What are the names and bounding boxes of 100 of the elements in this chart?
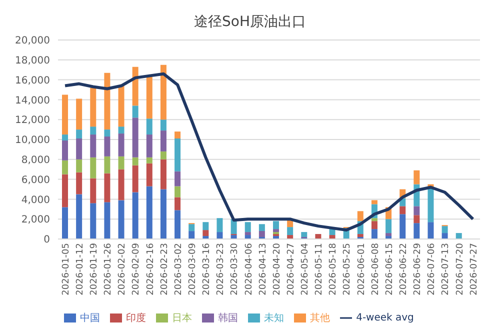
bar (174, 132, 181, 139)
bar (76, 138, 82, 160)
x-tick-label: 2026-06-08 (370, 242, 381, 296)
x-tick-label: 2026-03-30 (230, 242, 240, 296)
bar (160, 120, 166, 131)
legend-label: 未知 (264, 313, 284, 324)
y-tick-label: 8,000 (21, 154, 50, 166)
x-tick-label: 2026-07-27 (469, 243, 480, 296)
bar (357, 211, 364, 222)
bar (400, 206, 406, 214)
bar (287, 227, 294, 236)
x-tick-label: 2026-06-29 (413, 242, 424, 296)
x-tick-label: 2026-02-16 (146, 242, 156, 296)
y-tick-label: 20,000 (15, 36, 50, 47)
x-tick-label: 2026-05-18 (328, 242, 339, 296)
x-tick-label: 2026-01-05 (61, 243, 72, 296)
bar (104, 202, 110, 239)
y-tick-label: 6,000 (21, 174, 50, 186)
bar (216, 232, 223, 239)
bar (273, 229, 279, 232)
bar (118, 200, 124, 239)
bar (258, 231, 265, 238)
bar (244, 232, 251, 236)
bar (216, 218, 223, 232)
bar (104, 156, 110, 174)
legend-label: 其他 (310, 313, 330, 324)
bar (76, 130, 82, 139)
bar (174, 138, 181, 172)
bar (160, 151, 166, 160)
bar (146, 163, 152, 186)
bar (174, 171, 181, 186)
x-tick-label: 2026-01-19 (90, 242, 100, 296)
bar (202, 230, 209, 236)
bar (76, 159, 82, 172)
bar (90, 203, 96, 239)
bar (146, 76, 152, 119)
x-tick-label: 2026-02-02 (118, 243, 128, 296)
bar (146, 157, 152, 164)
y-tick-label: 10,000 (15, 135, 50, 146)
y-tick-label: 18,000 (15, 55, 50, 66)
bar (90, 126, 96, 135)
bar (146, 186, 152, 239)
bar (62, 140, 68, 160)
bar (414, 206, 420, 216)
y-tick-label: 16,000 (15, 75, 50, 86)
bar (132, 66, 138, 106)
bar (132, 106, 138, 118)
y-tick-label: 2,000 (21, 214, 50, 226)
bar (273, 221, 279, 230)
bar (442, 233, 448, 239)
chart-title: 途径SoH原油出口 (193, 13, 307, 32)
x-tick-label: 2026-04-27 (286, 243, 296, 296)
legend-label: 中国 (80, 313, 100, 324)
x-tick-label: 2026-05-11 (314, 243, 325, 296)
y-tick-label: 4,000 (21, 194, 50, 206)
bar (371, 200, 378, 204)
bar (132, 157, 138, 166)
bar (258, 224, 265, 232)
x-tick-label: 2026-02-23 (160, 243, 170, 296)
bar (104, 136, 110, 156)
bar (414, 170, 420, 184)
x-tick-label: 2026-02-09 (132, 242, 142, 296)
bar (244, 222, 251, 232)
x-tick-label: 2026-03-16 (202, 242, 212, 296)
legend-label: 日本 (172, 313, 192, 324)
x-tick-label: 2026-06-15 (384, 243, 395, 296)
bar (400, 214, 406, 239)
bar (202, 222, 209, 230)
bar (414, 215, 420, 224)
bar (132, 192, 138, 239)
bar (118, 126, 124, 134)
bar (442, 226, 448, 234)
x-tick-label: 2026-03-09 (188, 242, 198, 296)
bar (62, 160, 68, 174)
x-tick-label: 2026-05-04 (300, 242, 311, 296)
bar (301, 232, 308, 238)
bar (76, 98, 82, 130)
bar (371, 218, 378, 222)
line-series (64, 72, 474, 232)
bar (371, 221, 378, 230)
bar (90, 178, 96, 204)
x-tick-label: 2026-04-20 (272, 242, 282, 296)
x-tick-label: 2026-06-01 (356, 243, 367, 296)
bar (188, 231, 195, 239)
x-tick-label: 2026-03-02 (174, 243, 184, 296)
bar (160, 189, 166, 239)
bar (62, 94, 68, 135)
x-tick-label: 2026-04-06 (244, 242, 254, 296)
bar (104, 173, 110, 202)
bar (76, 194, 82, 239)
bar (62, 174, 68, 208)
bar (118, 169, 124, 200)
bar (160, 159, 166, 190)
bar (188, 224, 195, 232)
x-tick-label: 2026-07-20 (455, 242, 466, 296)
bar (90, 134, 96, 158)
bar (104, 130, 110, 137)
legend-label: 印度 (126, 313, 146, 324)
bar (132, 165, 138, 192)
bar (146, 118, 152, 135)
